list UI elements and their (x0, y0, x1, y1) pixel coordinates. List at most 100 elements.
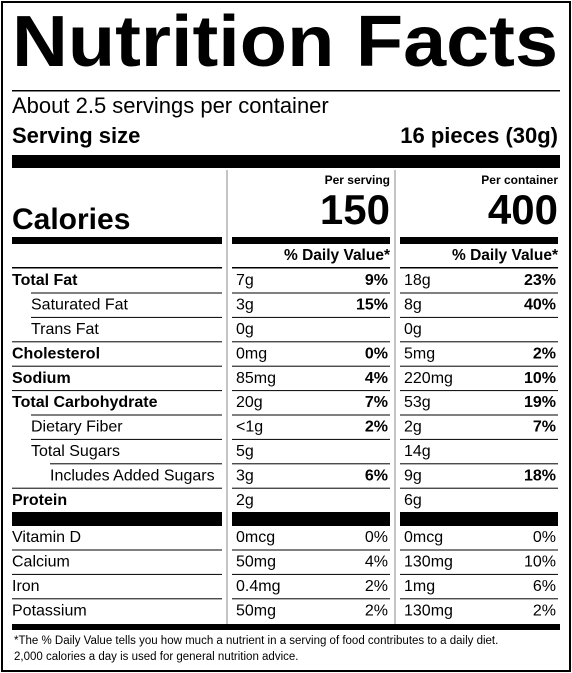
daily-value: 18% (524, 467, 556, 484)
thick-bar (232, 512, 390, 526)
amount: 5g (236, 443, 254, 460)
row-rule (12, 487, 222, 489)
row-rule (232, 390, 390, 392)
column-heading: Per container (481, 173, 558, 187)
amount: 0g (236, 321, 254, 338)
thick-bar (400, 512, 558, 526)
nutrient-name: Saturated Fat (31, 297, 129, 314)
row-rule (400, 549, 558, 551)
amount: 0mcg (404, 529, 443, 546)
row-rule (12, 365, 222, 367)
nutrient-name: Sodium (12, 370, 71, 387)
row-rule (400, 341, 558, 343)
row-rule (400, 316, 558, 318)
amount: 6g (404, 492, 422, 509)
row-rule (400, 463, 558, 465)
row-rule (232, 438, 390, 440)
nutrient-name: Calcium (12, 554, 70, 571)
rule (12, 90, 560, 92)
row-rule (232, 598, 390, 600)
nutrient-name: Includes Added Sugars (50, 467, 215, 484)
daily-value: 7% (533, 419, 556, 436)
thick-bar (12, 237, 222, 244)
amount: 220mg (404, 370, 453, 387)
daily-value: 2% (365, 419, 388, 436)
amount: 0.4mg (236, 578, 280, 595)
amount: 8g (404, 297, 422, 314)
nutrient-name: Protein (12, 492, 67, 509)
row-rule (12, 267, 222, 269)
row-rule (232, 487, 390, 489)
dv-heading: % Daily Value* (284, 247, 391, 264)
row-rule (232, 292, 390, 294)
thick-bar (12, 624, 560, 630)
amount: 50mg (236, 554, 276, 571)
amount: 2g (236, 492, 254, 509)
nutrient-name: Total Sugars (31, 443, 120, 460)
amount: 1mg (404, 578, 435, 595)
nutrient-name: Cholesterol (12, 345, 100, 362)
thick-bar (12, 512, 222, 526)
daily-value: 6% (533, 578, 556, 595)
row-rule (31, 292, 222, 294)
title: Nutrition Facts (12, 2, 558, 82)
row-rule (31, 438, 222, 440)
row-rule (232, 463, 390, 465)
row-rule (400, 414, 558, 416)
daily-value: 2% (365, 578, 388, 595)
nutrient-name: Total Fat (12, 272, 78, 289)
amount: 53g (404, 394, 431, 411)
nutrient-name: Dietary Fiber (31, 419, 123, 436)
nutrient-name: Iron (12, 578, 40, 595)
daily-value: 9% (365, 272, 388, 289)
amount: 18g (404, 272, 431, 289)
row-rule (400, 267, 558, 269)
daily-value: 2% (533, 345, 556, 362)
amount: 3g (236, 297, 254, 314)
footnote: *The % Daily Value tells you how much a … (14, 635, 498, 647)
row-rule (31, 316, 222, 318)
serving-size-value: 16 pieces (30g) (400, 123, 558, 148)
daily-value: 4% (365, 554, 388, 571)
row-rule (50, 463, 222, 465)
row-rule (400, 390, 558, 392)
daily-value: 0% (365, 345, 388, 362)
daily-value: 2% (365, 602, 388, 619)
amount: 7g (236, 272, 254, 289)
nutrient-name: Trans Fat (31, 321, 99, 338)
thick-bar (232, 237, 390, 244)
nutrient-name: Total Carbohydrate (12, 394, 158, 411)
daily-value: 4% (365, 370, 388, 387)
daily-value: 2% (533, 602, 556, 619)
daily-value: 40% (524, 297, 556, 314)
daily-value: 19% (524, 394, 556, 411)
amount: 85mg (236, 370, 276, 387)
row-rule (232, 549, 390, 551)
row-rule (232, 316, 390, 318)
row-rule (232, 414, 390, 416)
row-rule (232, 267, 390, 269)
amount: 0g (404, 321, 422, 338)
daily-value: 23% (524, 272, 556, 289)
daily-value: 0% (533, 529, 556, 546)
amount: 0mg (236, 345, 267, 362)
serving-size-label: Serving size (12, 123, 140, 148)
nutrient-name: Potassium (12, 602, 87, 619)
row-rule (232, 341, 390, 343)
daily-value: 7% (365, 394, 388, 411)
amount: 9g (404, 467, 422, 484)
row-rule (31, 414, 222, 416)
calories-value: 150 (320, 186, 390, 233)
row-rule (12, 390, 222, 392)
row-rule (12, 598, 222, 600)
row-rule (400, 487, 558, 489)
amount: 14g (404, 443, 431, 460)
row-rule (400, 292, 558, 294)
nutrient-name: Vitamin D (12, 529, 81, 546)
daily-value: 10% (524, 554, 556, 571)
daily-value: 0% (365, 529, 388, 546)
amount: <1g (236, 419, 263, 436)
calories-value: 400 (488, 186, 558, 233)
